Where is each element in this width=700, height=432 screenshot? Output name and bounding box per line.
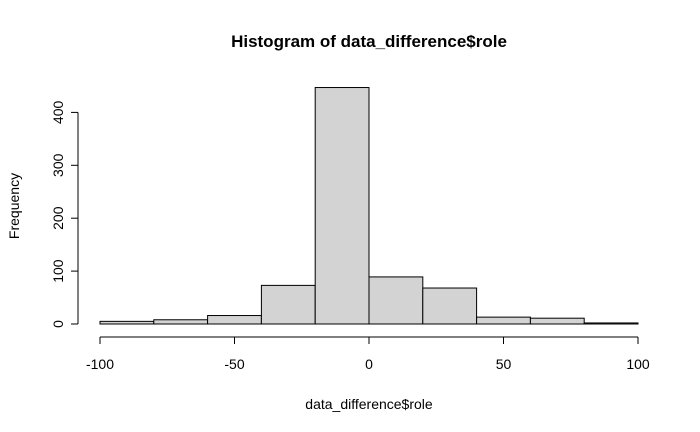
histogram-bar <box>422 287 478 325</box>
bars-group <box>99 87 639 325</box>
x-axis: -100 -50 0 50 100 <box>86 336 650 372</box>
x-tick-label: -100 <box>86 356 114 372</box>
histogram-bar <box>476 316 531 325</box>
y-tick-label: 300 <box>50 153 66 177</box>
x-tick-label: -50 <box>224 356 244 372</box>
histogram-bar <box>314 87 370 325</box>
chart-title: Histogram of data_difference$role <box>231 32 507 51</box>
x-axis-label: data_difference$role <box>305 396 433 412</box>
histogram-bar <box>260 284 316 325</box>
histogram-bar <box>153 319 209 325</box>
y-tick-label: 0 <box>50 320 66 328</box>
x-tick-label: 50 <box>496 356 512 372</box>
x-tick-label: 100 <box>626 356 650 372</box>
histogram-bar <box>207 315 262 325</box>
histogram-bar <box>529 317 585 325</box>
x-tick-label: 0 <box>365 356 373 372</box>
histogram-bar <box>99 320 155 325</box>
y-axis: 0 100 200 300 400 <box>50 101 79 328</box>
y-axis-label: Frequency <box>6 173 22 239</box>
y-tick-label: 200 <box>50 206 66 230</box>
histogram-bar <box>368 276 424 325</box>
y-tick-label: 100 <box>50 259 66 283</box>
histogram-bar <box>583 322 639 325</box>
y-tick-label: 400 <box>50 101 66 125</box>
